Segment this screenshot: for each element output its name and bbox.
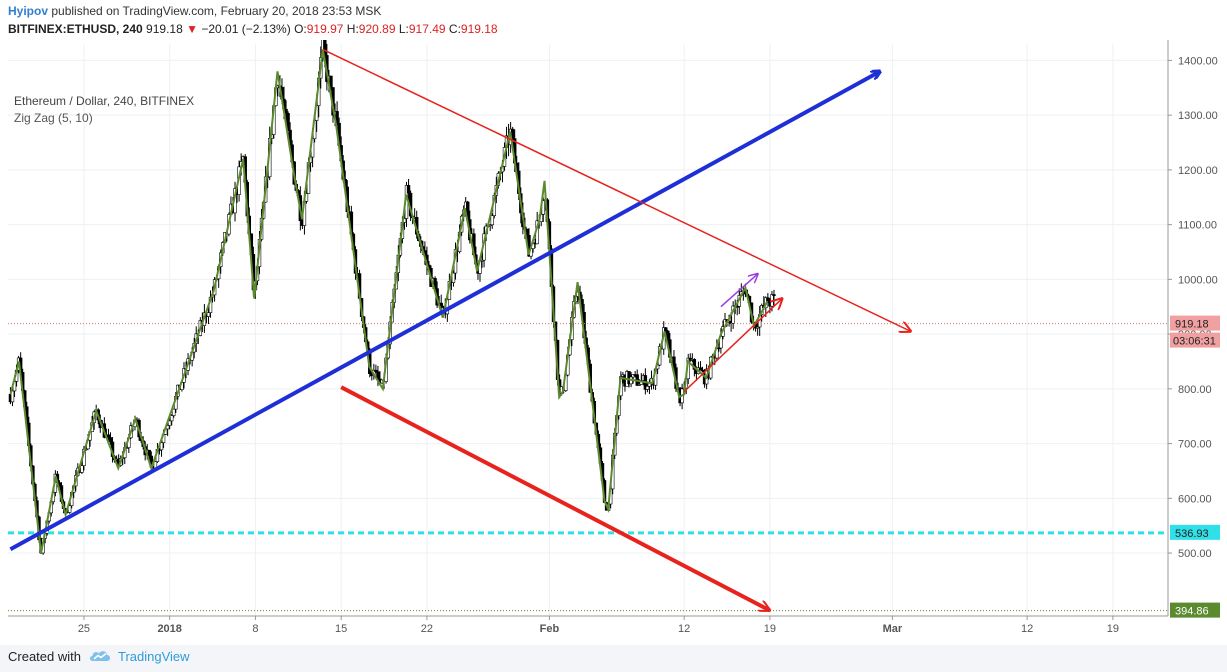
candle-down [147,449,151,457]
candles-layer [8,27,776,555]
y-tick-label: 1400.00 [1178,55,1218,67]
candle-down [700,369,705,372]
trendline-purple-small-up [720,274,758,308]
candle-down [108,437,113,443]
x-tick-label: 15 [335,623,347,635]
tradingview-cloud-icon[interactable] [88,647,112,665]
tradingview-brand-link[interactable]: TradingView [118,649,190,664]
candle-down [329,75,333,88]
countdown-label: 03:06:31 [1173,336,1216,348]
zigzag-line [9,49,769,554]
footer: Created with TradingView [0,645,1227,672]
candle-down [672,356,676,368]
x-tick-label: 2018 [157,623,181,635]
y-tick-label: 600.00 [1178,493,1212,505]
candle-down [692,359,697,370]
ohlc-line: BITFINEX:ETHUSD, 240 919.18 ▼ −20.01 (−2… [8,22,498,36]
change-value: −20.01 (−2.13%) [201,22,291,36]
candle-up [770,294,774,307]
x-tick-label: 19 [764,623,776,635]
trendline-red-resistance-upper [322,48,911,331]
countdown-badge [1170,332,1220,348]
low-value: 917.49 [408,22,446,36]
trendline-blue-support [9,71,880,551]
legend-pair: Ethereum / Dollar, 240, BITFINEX [14,94,195,108]
candle-down [664,327,668,332]
trendline-red-lower-channel [340,385,770,613]
candle-down [376,371,380,380]
candle-down [766,297,770,304]
x-tick-label: 8 [252,623,258,635]
y-tick-label: 700.00 [1178,439,1212,451]
candle-down [286,113,290,131]
low-price-badge [1170,602,1220,618]
candle-up [490,215,494,226]
down-arrow-icon: ▼ [186,22,198,36]
current-price-label: 919.18 [1175,319,1209,331]
candle-up [10,390,15,403]
chart-header: Hyipov published on TradingView.com, Feb… [0,0,1227,40]
candle-up [80,465,84,473]
candle-up [170,415,174,422]
x-tick-label: 19 [1107,623,1119,635]
high-label: H: [346,22,359,36]
support-price-badge [1170,524,1220,540]
high-value: 920.89 [358,22,396,36]
low-price-label: 394.86 [1175,606,1209,618]
trendline-red-small-up [683,299,782,393]
candle-up [451,272,456,283]
candle-up [206,312,211,317]
y-tick-label: 1200.00 [1178,165,1218,177]
x-tick-label: 12 [1021,623,1033,635]
candle-up [645,386,650,390]
candle-down [772,294,776,296]
author-link[interactable]: Hyipov [8,4,49,18]
x-tick-label: Mar [883,623,903,635]
candle-up [159,442,164,451]
close-value: 919.18 [460,22,498,36]
candle-down [106,434,111,438]
axes-layer: 500.00600.00700.00800.00900.001000.00110… [8,40,1227,642]
candle-up [167,420,172,426]
publish-line: Hyipov published on TradingView.com, Feb… [8,4,381,18]
created-with-label: Created with [8,649,81,664]
chart-svg[interactable]: 500.00600.00700.00800.00900.001000.00110… [0,27,1227,645]
grid-lines [8,44,1168,616]
y-tick-label: 1000.00 [1178,274,1218,286]
open-value: 919.97 [306,22,344,36]
y-tick-label: 800.00 [1178,384,1212,396]
y-tick-label: 500.00 [1178,548,1212,560]
overlay-layer [8,48,1168,613]
last-price: 919.18 [146,22,183,36]
symbol-label: BITFINEX:ETHUSD, 240 [8,22,143,36]
y-tick-label: 1100.00 [1178,220,1217,232]
chart-area[interactable]: 500.00600.00700.00800.00900.001000.00110… [0,27,1227,645]
y-tick-label: 1300.00 [1178,110,1218,122]
publish-info: published on TradingView.com, February 2… [51,4,382,18]
x-tick-label: 12 [678,623,690,635]
x-tick-label: 22 [421,623,433,635]
close-label: C: [448,22,461,36]
candle-down [374,369,378,373]
legend-indicator: Zig Zag (5, 10) [14,111,93,125]
candle-up [755,326,760,329]
candle-up [172,408,176,416]
candle-down [698,367,703,371]
open-label: O: [294,22,307,36]
candle-down [406,185,411,194]
current-price-badge [1170,315,1220,331]
low-label: L: [398,22,409,36]
x-tick-label: 25 [78,623,90,635]
candle-up [637,384,641,386]
support-price-label: 536.93 [1175,528,1209,540]
x-tick-label: Feb [540,623,560,635]
